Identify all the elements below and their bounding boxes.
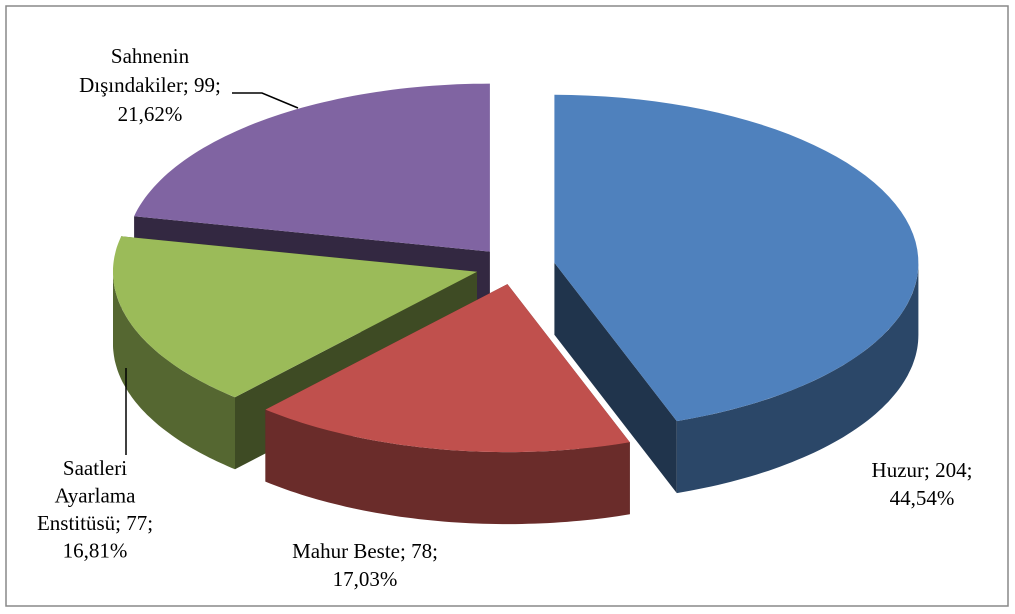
data-label: Enstitüsü; 77; [37,511,153,535]
slice [113,236,477,398]
slice [134,83,490,252]
data-label: 17,03% [333,567,398,591]
slice [554,94,919,422]
slice-wall [554,262,677,494]
leader-line [232,92,299,109]
data-label: 21,62% [118,102,183,126]
data-label: Sahnenin [111,44,190,68]
data-labels: Huzur; 204; 44,54% Mahur Beste; 78; 17,03% S… [37,44,973,591]
data-label: Mahur Beste; 78; [292,539,438,563]
slice [265,284,630,453]
slice-side [113,271,235,470]
data-label: Huzur; 204; [872,458,973,482]
data-label: Dışındakiler; 99; [79,73,221,97]
data-label: Ayarlama [55,483,137,507]
data-label: 16,81% [63,538,128,562]
slice-side [265,409,630,525]
pie [113,83,919,525]
data-label: Saatleri [63,456,127,480]
data-label: 44,54% [890,486,955,510]
slice-side [676,262,919,494]
